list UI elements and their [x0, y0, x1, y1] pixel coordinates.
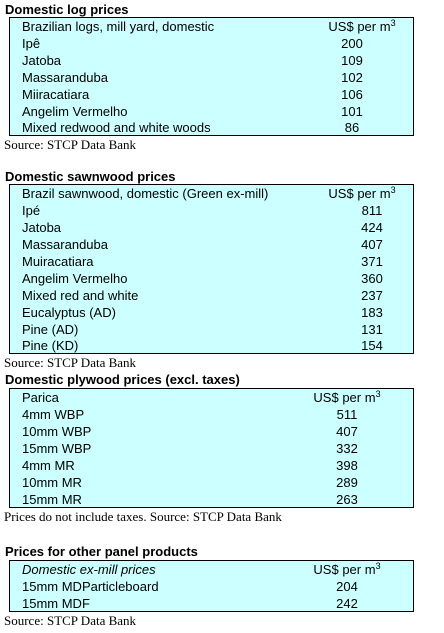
table-row: Jatoba 109	[22, 53, 363, 68]
panel-header-unit: US$ per m3	[313, 561, 381, 578]
table-row: Angelim Vermelho 101	[22, 104, 363, 119]
table-row: Eucalyptus (AD) 183	[22, 305, 383, 320]
table-row: Ipé 811	[22, 203, 383, 218]
table-row: 10mm WBP 407	[22, 424, 358, 439]
table-row: Jatoba 424	[22, 220, 383, 235]
log-header-label: Brazilian logs, mill yard, domestic	[22, 19, 215, 34]
table-row: 4mm MR 398	[22, 458, 358, 473]
plywood-prices-table: Parica US$ per m3 4mm WBP 511 10mm WBP 4…	[9, 388, 414, 508]
plywood-prices-note: Prices do not include taxes. Source: STC…	[4, 509, 282, 524]
table-row: 15mm MR 263	[22, 492, 358, 507]
panel-prices-table: Domestic ex-mill prices US$ per m3 15mm …	[9, 560, 414, 612]
plywood-header-label: Parica	[22, 390, 59, 405]
log-prices-table: Brazilian logs, mill yard, domestic US$ …	[9, 17, 414, 136]
sawnwood-header-unit: US$ per m3	[328, 185, 396, 202]
log-table-header: Brazilian logs, mill yard, domestic US$ …	[10, 18, 413, 35]
table-row: Muiracatiara 371	[22, 254, 383, 269]
table-row: 15mm WBP 332	[22, 441, 358, 456]
panel-header-label: Domestic ex-mill prices	[22, 562, 156, 577]
table-row: Pine (KD) 154	[22, 338, 383, 353]
sawnwood-prices-heading: Domestic sawnwood prices	[5, 169, 176, 184]
table-row: Angelim Vermelho 360	[22, 271, 383, 286]
log-prices-source: Source: STCP Data Bank	[4, 137, 137, 152]
table-row: 4mm WBP 511	[22, 407, 358, 422]
table-row: 10mm MR 289	[22, 475, 358, 490]
panel-prices-heading: Prices for other panel products	[5, 544, 198, 559]
table-row: Miiracatiara 106	[22, 87, 363, 102]
table-row: 15mm MDParticleboard 204	[22, 579, 358, 594]
table-row: 15mm MDF 242	[22, 596, 358, 611]
table-row: Massaranduba 407	[22, 237, 383, 252]
plywood-header-unit: US$ per m3	[313, 389, 381, 406]
log-prices-heading: Domestic log prices	[5, 2, 129, 17]
log-header-unit: US$ per m3	[328, 18, 396, 35]
table-row: Mixed redwood and white woods 86	[22, 120, 360, 135]
plywood-table-header: Parica US$ per m3	[10, 389, 413, 406]
plywood-prices-heading: Domestic plywood prices (excl. taxes)	[5, 372, 240, 387]
table-row: Massaranduba 102	[22, 70, 363, 85]
sawnwood-prices-table: Brazil sawnwood, domestic (Green ex-mill…	[9, 184, 414, 354]
panel-table-header: Domestic ex-mill prices US$ per m3	[10, 561, 413, 578]
sawnwood-header-label: Brazil sawnwood, domestic (Green ex-mill…	[22, 186, 269, 201]
sawnwood-prices-source: Source: STCP Data Bank	[4, 355, 137, 370]
table-row: Pine (AD) 131	[22, 322, 383, 337]
panel-prices-source: Source: STCP Data Bank	[4, 613, 137, 628]
table-row: Mixed red and white 237	[22, 288, 383, 303]
sawnwood-table-header: Brazil sawnwood, domestic (Green ex-mill…	[10, 185, 413, 202]
table-row: Ipê 200	[22, 36, 363, 51]
